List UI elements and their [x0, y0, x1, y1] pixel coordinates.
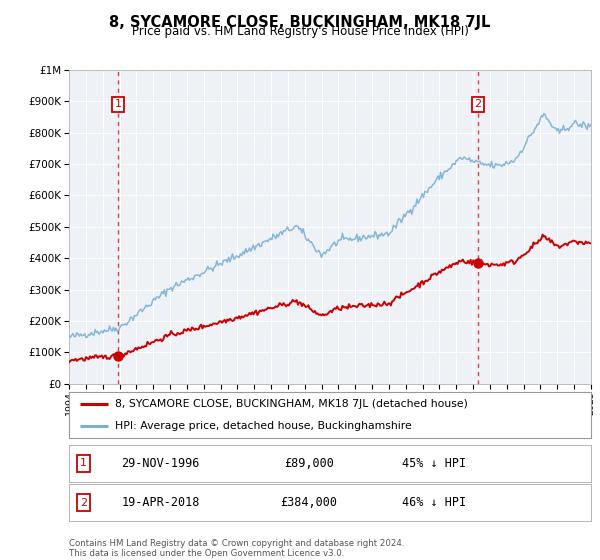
- Text: 45% ↓ HPI: 45% ↓ HPI: [403, 457, 466, 470]
- Text: 2: 2: [475, 100, 482, 110]
- Text: £384,000: £384,000: [281, 496, 338, 509]
- Text: 1: 1: [115, 100, 122, 110]
- Text: £89,000: £89,000: [284, 457, 334, 470]
- Text: 8, SYCAMORE CLOSE, BUCKINGHAM, MK18 7JL (detached house): 8, SYCAMORE CLOSE, BUCKINGHAM, MK18 7JL …: [115, 399, 468, 409]
- Text: 19-APR-2018: 19-APR-2018: [121, 496, 200, 509]
- Text: 1: 1: [80, 459, 87, 468]
- Text: HPI: Average price, detached house, Buckinghamshire: HPI: Average price, detached house, Buck…: [115, 421, 412, 431]
- Text: 46% ↓ HPI: 46% ↓ HPI: [403, 496, 466, 509]
- Text: Price paid vs. HM Land Registry's House Price Index (HPI): Price paid vs. HM Land Registry's House …: [131, 25, 469, 38]
- Text: Contains HM Land Registry data © Crown copyright and database right 2024.
This d: Contains HM Land Registry data © Crown c…: [69, 539, 404, 558]
- Text: 29-NOV-1996: 29-NOV-1996: [121, 457, 200, 470]
- Text: 2: 2: [80, 498, 87, 507]
- Text: 8, SYCAMORE CLOSE, BUCKINGHAM, MK18 7JL: 8, SYCAMORE CLOSE, BUCKINGHAM, MK18 7JL: [109, 15, 491, 30]
